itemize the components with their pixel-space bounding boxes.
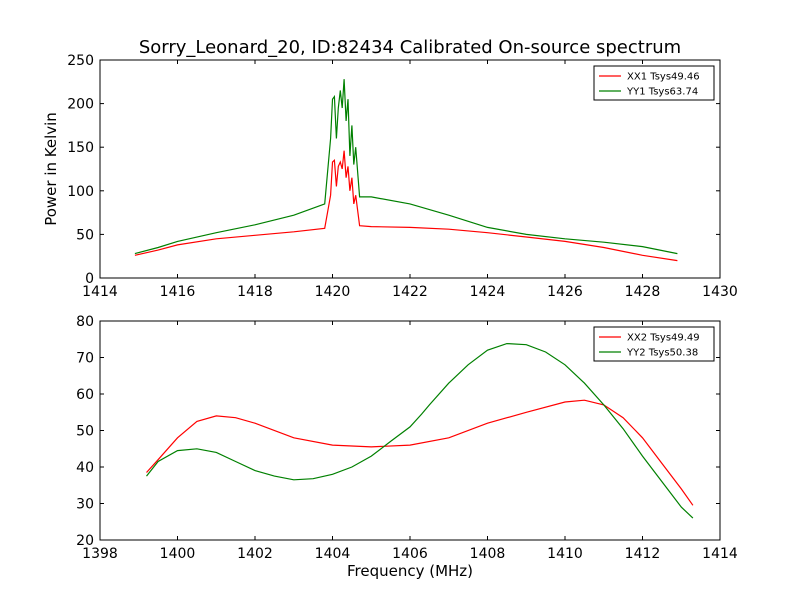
series-line-1-1 [134,150,678,262]
y-tick-label: 250 [67,53,94,69]
x-tick-label: 1426 [547,284,583,300]
x-tick-label: 1406 [392,546,428,562]
y-tick-label: 50 [76,424,94,440]
x-tick-label: 1400 [160,546,196,562]
y-tick-label: 70 [76,351,94,367]
legend: XX1 Tsys49.46 YY1 Tsys63.74 [593,65,715,101]
y-tick-label: 40 [76,460,94,476]
x-tick-label: 1424 [470,284,506,300]
x-tick-label: 1416 [160,284,196,300]
legend-entry: XX1 Tsys49.46 [627,72,700,83]
x-tick-label: 1404 [315,546,351,562]
legend-entry: YY1 Tsys63.74 [626,87,698,98]
x-tick-label: 1408 [470,546,506,562]
y-tick-label: 100 [67,184,94,200]
y-tick-label: 60 [76,387,94,403]
x-tick-label: 1412 [625,546,661,562]
x-tick-label: 1430 [702,284,738,300]
x-tick-label: 1428 [625,284,661,300]
x-tick-label: 1422 [392,284,428,300]
legend: XX2 Tsys49.49 YY2 Tsys50.38 [593,326,715,362]
y-tick-label: 30 [76,497,94,513]
x-tick-label: 1420 [315,284,351,300]
x-tick-label: 1410 [547,546,583,562]
x-tick-label: 1398 [82,546,118,562]
y-tick-label: 80 [76,314,94,330]
x-tick-label: 1402 [237,546,273,562]
legend-entry: XX2 Tsys49.49 [627,333,700,344]
legend-entry: YY2 Tsys50.38 [626,348,698,359]
x-tick-label: 1418 [237,284,273,300]
series-line-2-1 [146,399,694,506]
x-axis-label: Frequency (MHz) [347,562,473,580]
chart-title: Sorry_Leonard_20, ID:82434 Calibrated On… [139,37,681,58]
legend-box [593,65,715,101]
y-tick-label: 0 [85,271,94,287]
x-tick-label: 1414 [82,284,118,300]
y-tick-label: 150 [67,140,94,156]
series-line-2-2 [146,342,694,519]
x-tick-label: 1414 [702,546,738,562]
subplot-1: 1414 1416 1418 1420 1422 1424 1426 1428 1430 0 50 1… [42,37,738,300]
series-line-1-2 [134,79,678,255]
y-tick-label: 200 [67,97,94,113]
y-tick-label: 20 [76,533,94,549]
legend-box [593,326,715,362]
y-axis-label: Power in Kelvin [42,112,60,226]
y-tick-label: 50 [76,227,94,243]
subplot-2: 1398 1400 1402 1404 1406 1408 1410 1412 1414 20 30… [76,314,738,580]
